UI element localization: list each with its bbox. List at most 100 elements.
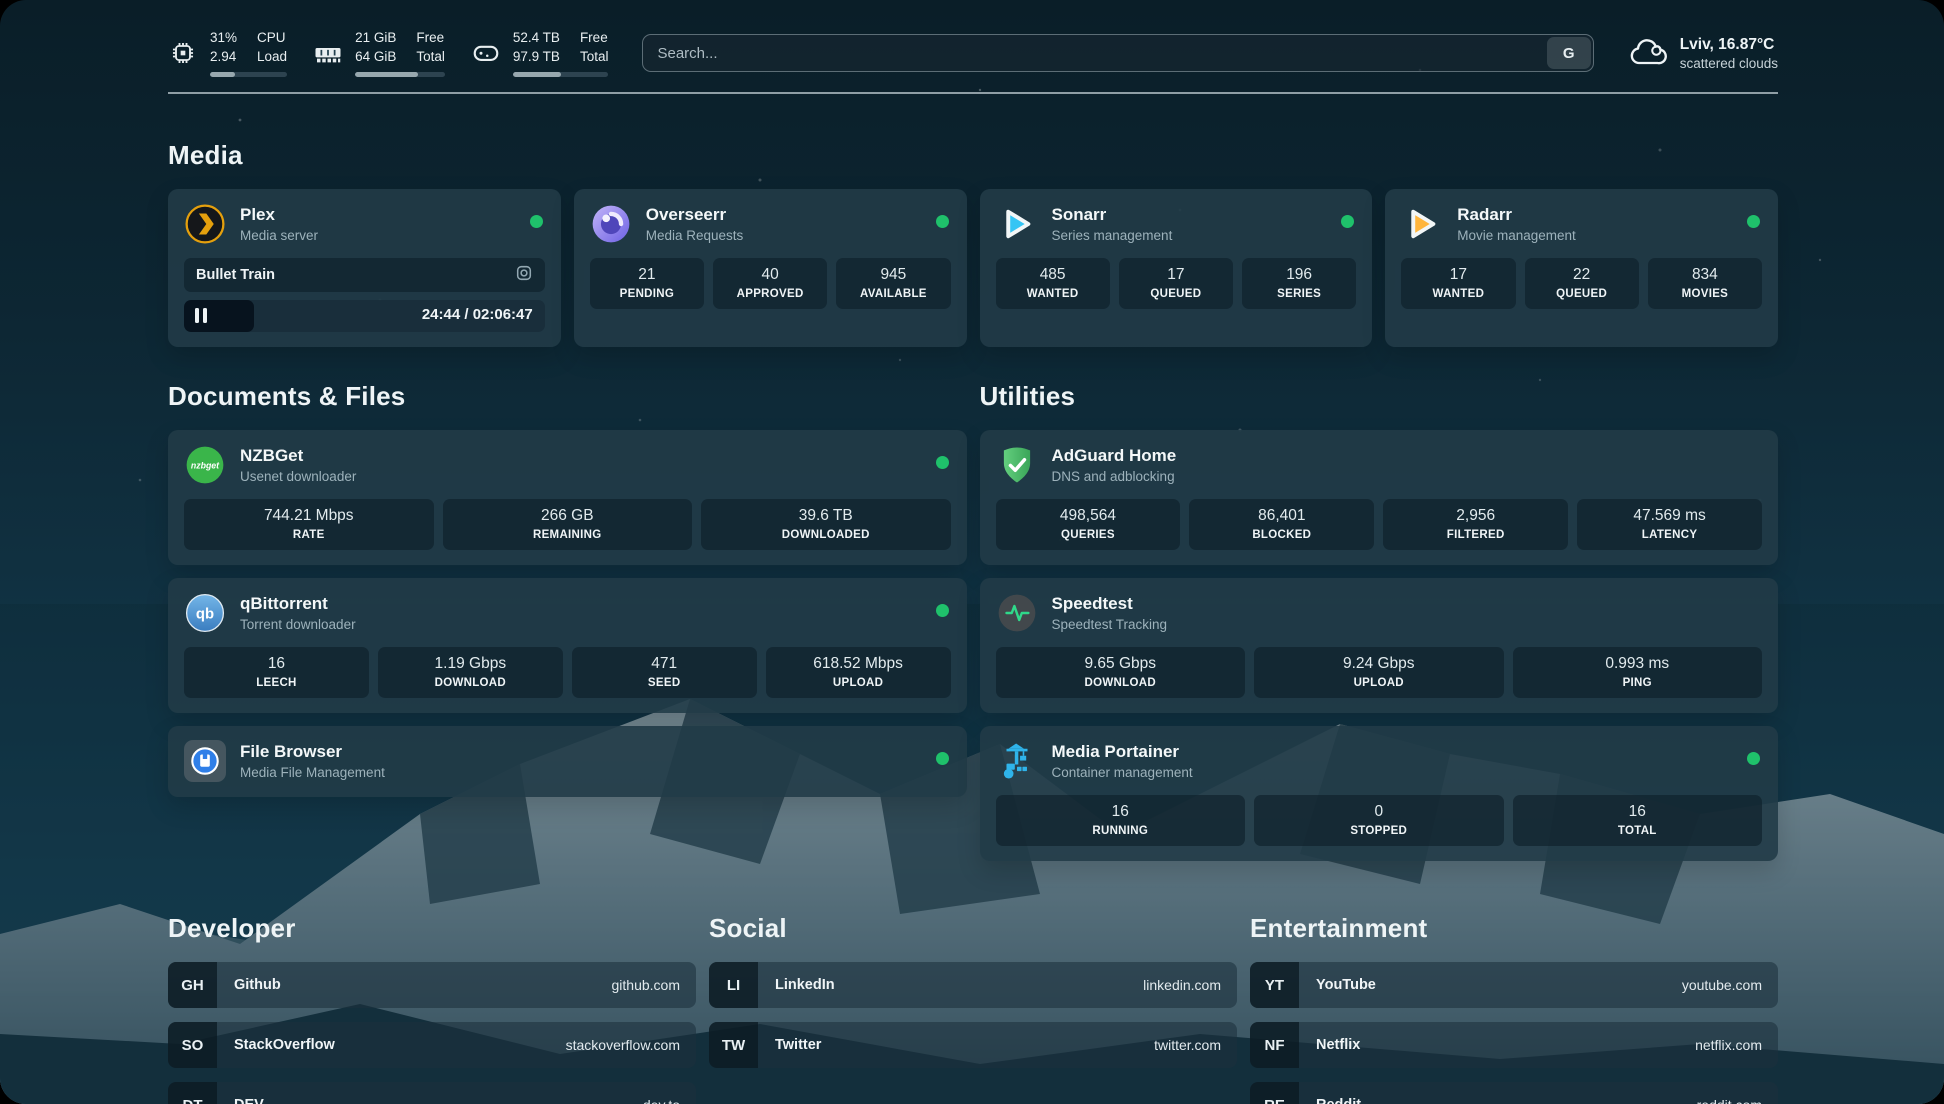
- stat-rate: 744.21 Mbps RATE: [184, 499, 434, 550]
- app-name: qBittorrent: [240, 593, 328, 613]
- filebrowser-icon: [184, 740, 226, 782]
- app-subtitle: Container management: [1051, 765, 1193, 781]
- section-documents-files: Documents & Files nzbget NZBGet: [168, 381, 967, 797]
- memory-total-value: 64 GiB: [355, 49, 397, 64]
- bookmark-name: Reddit: [1299, 1082, 1361, 1104]
- app-name: Overseerr: [645, 204, 727, 224]
- bookmark-linkedin[interactable]: LI LinkedIn linkedin.com: [709, 962, 1237, 1008]
- disk-free-label: Free: [579, 30, 608, 46]
- stat-filtered: 2,956 FILTERED: [1383, 499, 1569, 550]
- stat-pending: 21 PENDING: [589, 258, 704, 309]
- session-camera-icon[interactable]: [515, 264, 533, 286]
- weather-widget: Lviv, 16.87°C scattered clouds: [1628, 36, 1778, 71]
- topbar: 31% 2.94 CPU Load: [168, 26, 1778, 80]
- app-name: AdGuard Home: [1051, 445, 1177, 465]
- disk-total-label: Total: [579, 49, 609, 64]
- app-name: Radarr: [1457, 204, 1513, 224]
- app-card-nzbget[interactable]: nzbget NZBGet Usenet downloader 744.21 M…: [168, 430, 967, 565]
- app-subtitle: DNS and adblocking: [1051, 469, 1175, 485]
- section-title-entertainment: Entertainment: [1250, 913, 1428, 943]
- svg-text:nzbget: nzbget: [191, 461, 220, 471]
- stat-download: 9.65 Gbps DOWNLOAD: [995, 647, 1245, 698]
- section-title-utilities: Utilities: [979, 381, 1076, 411]
- bookmark-name: YouTube: [1316, 977, 1376, 993]
- memory-total-label: Total: [416, 49, 445, 64]
- status-dot-online: [935, 215, 949, 228]
- pause-icon[interactable]: [195, 308, 207, 323]
- plex-icon: [184, 203, 226, 245]
- bookmark-github[interactable]: GH Github github.com: [168, 962, 696, 1008]
- bookmark-url: dev.to: [643, 1082, 696, 1104]
- section-utilities: Utilities: [979, 381, 1778, 861]
- bookmark-name: StackOverflow: [234, 1037, 335, 1053]
- search-provider-button[interactable]: G: [1546, 37, 1591, 69]
- stat-seed: 471 SEED: [571, 647, 757, 698]
- app-subtitle: Usenet downloader: [240, 469, 357, 485]
- bookmark-netflix[interactable]: NF Netflix netflix.com: [1250, 1022, 1778, 1068]
- bookmark-stackoverflow[interactable]: SO StackOverflow stackoverflow.com: [168, 1022, 696, 1068]
- app-subtitle: Media server: [240, 228, 319, 244]
- radarr-icon: [1401, 203, 1443, 245]
- status-dot-online: [935, 752, 949, 765]
- app-name: Media Portainer: [1051, 741, 1180, 761]
- stat-upload: 9.24 Gbps UPLOAD: [1254, 647, 1504, 698]
- app-subtitle: Series management: [1051, 228, 1173, 244]
- app-card-filebrowser[interactable]: File Browser Media File Management: [168, 726, 967, 797]
- qbittorrent-icon: qb: [184, 592, 226, 634]
- status-dot-online: [1341, 215, 1355, 228]
- now-playing-row: Bullet Train: [184, 258, 545, 292]
- portainer-crane-icon: [996, 740, 1038, 782]
- bookmark-url: stackoverflow.com: [565, 1037, 680, 1053]
- adguard-shield-icon: [996, 444, 1038, 486]
- app-card-qbittorrent[interactable]: qb qBittorrent Torrent downloader 16 LEEC…: [168, 578, 967, 713]
- stat-approved: 40 APPROVED: [713, 258, 828, 309]
- stat-upload: 618.52 Mbps UPLOAD: [765, 647, 951, 698]
- app-card-sonarr[interactable]: Sonarr Series management 485 WANTED 17 QUE…: [979, 189, 1373, 347]
- app-subtitle: Speedtest Tracking: [1051, 617, 1168, 633]
- disk-widget: 52.4 TB 97.9 TB Free Total: [471, 29, 609, 77]
- memory-free-label: Free: [416, 30, 445, 46]
- section-title-social: Social: [709, 913, 787, 943]
- bookmark-abbr: TW: [709, 1022, 758, 1068]
- playback-progress-bar[interactable]: 24:44 / 02:06:47: [184, 300, 545, 332]
- weather-condition: scattered clouds: [1679, 55, 1778, 71]
- bookmark-url: reddit.com: [1697, 1082, 1778, 1104]
- bookmark-twitter[interactable]: TW Twitter twitter.com: [709, 1022, 1237, 1068]
- cpu-usage-value: 31%: [210, 30, 238, 46]
- section-entertainment: Entertainment YT YouTube youtube.com NF …: [1250, 913, 1778, 1104]
- cloud-icon: [1628, 36, 1668, 70]
- bookmark-url: linkedin.com: [1143, 977, 1221, 993]
- app-name: Plex: [240, 204, 275, 224]
- app-name: NZBGet: [240, 445, 304, 465]
- stat-stopped: 0 STOPPED: [1254, 795, 1504, 846]
- app-card-adguard-home[interactable]: AdGuard Home DNS and adblocking 498,564 Q…: [979, 430, 1778, 565]
- app-card-plex[interactable]: Plex Media server Bullet Train: [168, 189, 561, 347]
- overseerr-icon: [590, 203, 632, 245]
- bookmark-abbr: DT: [168, 1082, 217, 1104]
- bookmark-name: Netflix: [1316, 1037, 1361, 1053]
- app-card-portainer[interactable]: Media Portainer Container management 16 R…: [979, 726, 1778, 861]
- stat-total: 16 TOTAL: [1512, 795, 1762, 846]
- app-card-radarr[interactable]: Radarr Movie management 17 WANTED 22 QUEUE…: [1385, 189, 1778, 347]
- section-developer: Developer GH Github github.com SO StackO…: [168, 913, 696, 1104]
- bookmark-reddit[interactable]: RE Reddit reddit.com: [1250, 1082, 1778, 1104]
- app-subtitle: Media Requests: [645, 228, 744, 244]
- stat-downloaded: 39.6 TB DOWNLOADED: [701, 499, 951, 550]
- bookmark-name: Twitter: [775, 1037, 822, 1053]
- stat-queued: 22 QUEUED: [1524, 258, 1639, 309]
- app-card-speedtest[interactable]: Speedtest Speedtest Tracking 9.65 Gbps DO…: [979, 578, 1778, 713]
- app-card-overseerr[interactable]: Overseerr Media Requests 21 PENDING 40 APP…: [573, 189, 967, 347]
- stat-ping: 0.993 ms PING: [1512, 647, 1762, 698]
- section-title-developer: Developer: [168, 913, 296, 943]
- status-dot-online: [1747, 215, 1760, 228]
- weather-location-temp: Lviv, 16.87°C: [1679, 35, 1775, 53]
- bookmark-youtube[interactable]: YT YouTube youtube.com: [1250, 962, 1778, 1008]
- app-subtitle: Media File Management: [240, 765, 385, 781]
- app-subtitle: Torrent downloader: [240, 617, 356, 633]
- status-dot-online: [529, 215, 543, 228]
- search-input[interactable]: [642, 34, 1594, 72]
- bookmark-dev-to[interactable]: DT DEV dev.to: [168, 1082, 696, 1104]
- app-name: Speedtest: [1051, 593, 1133, 613]
